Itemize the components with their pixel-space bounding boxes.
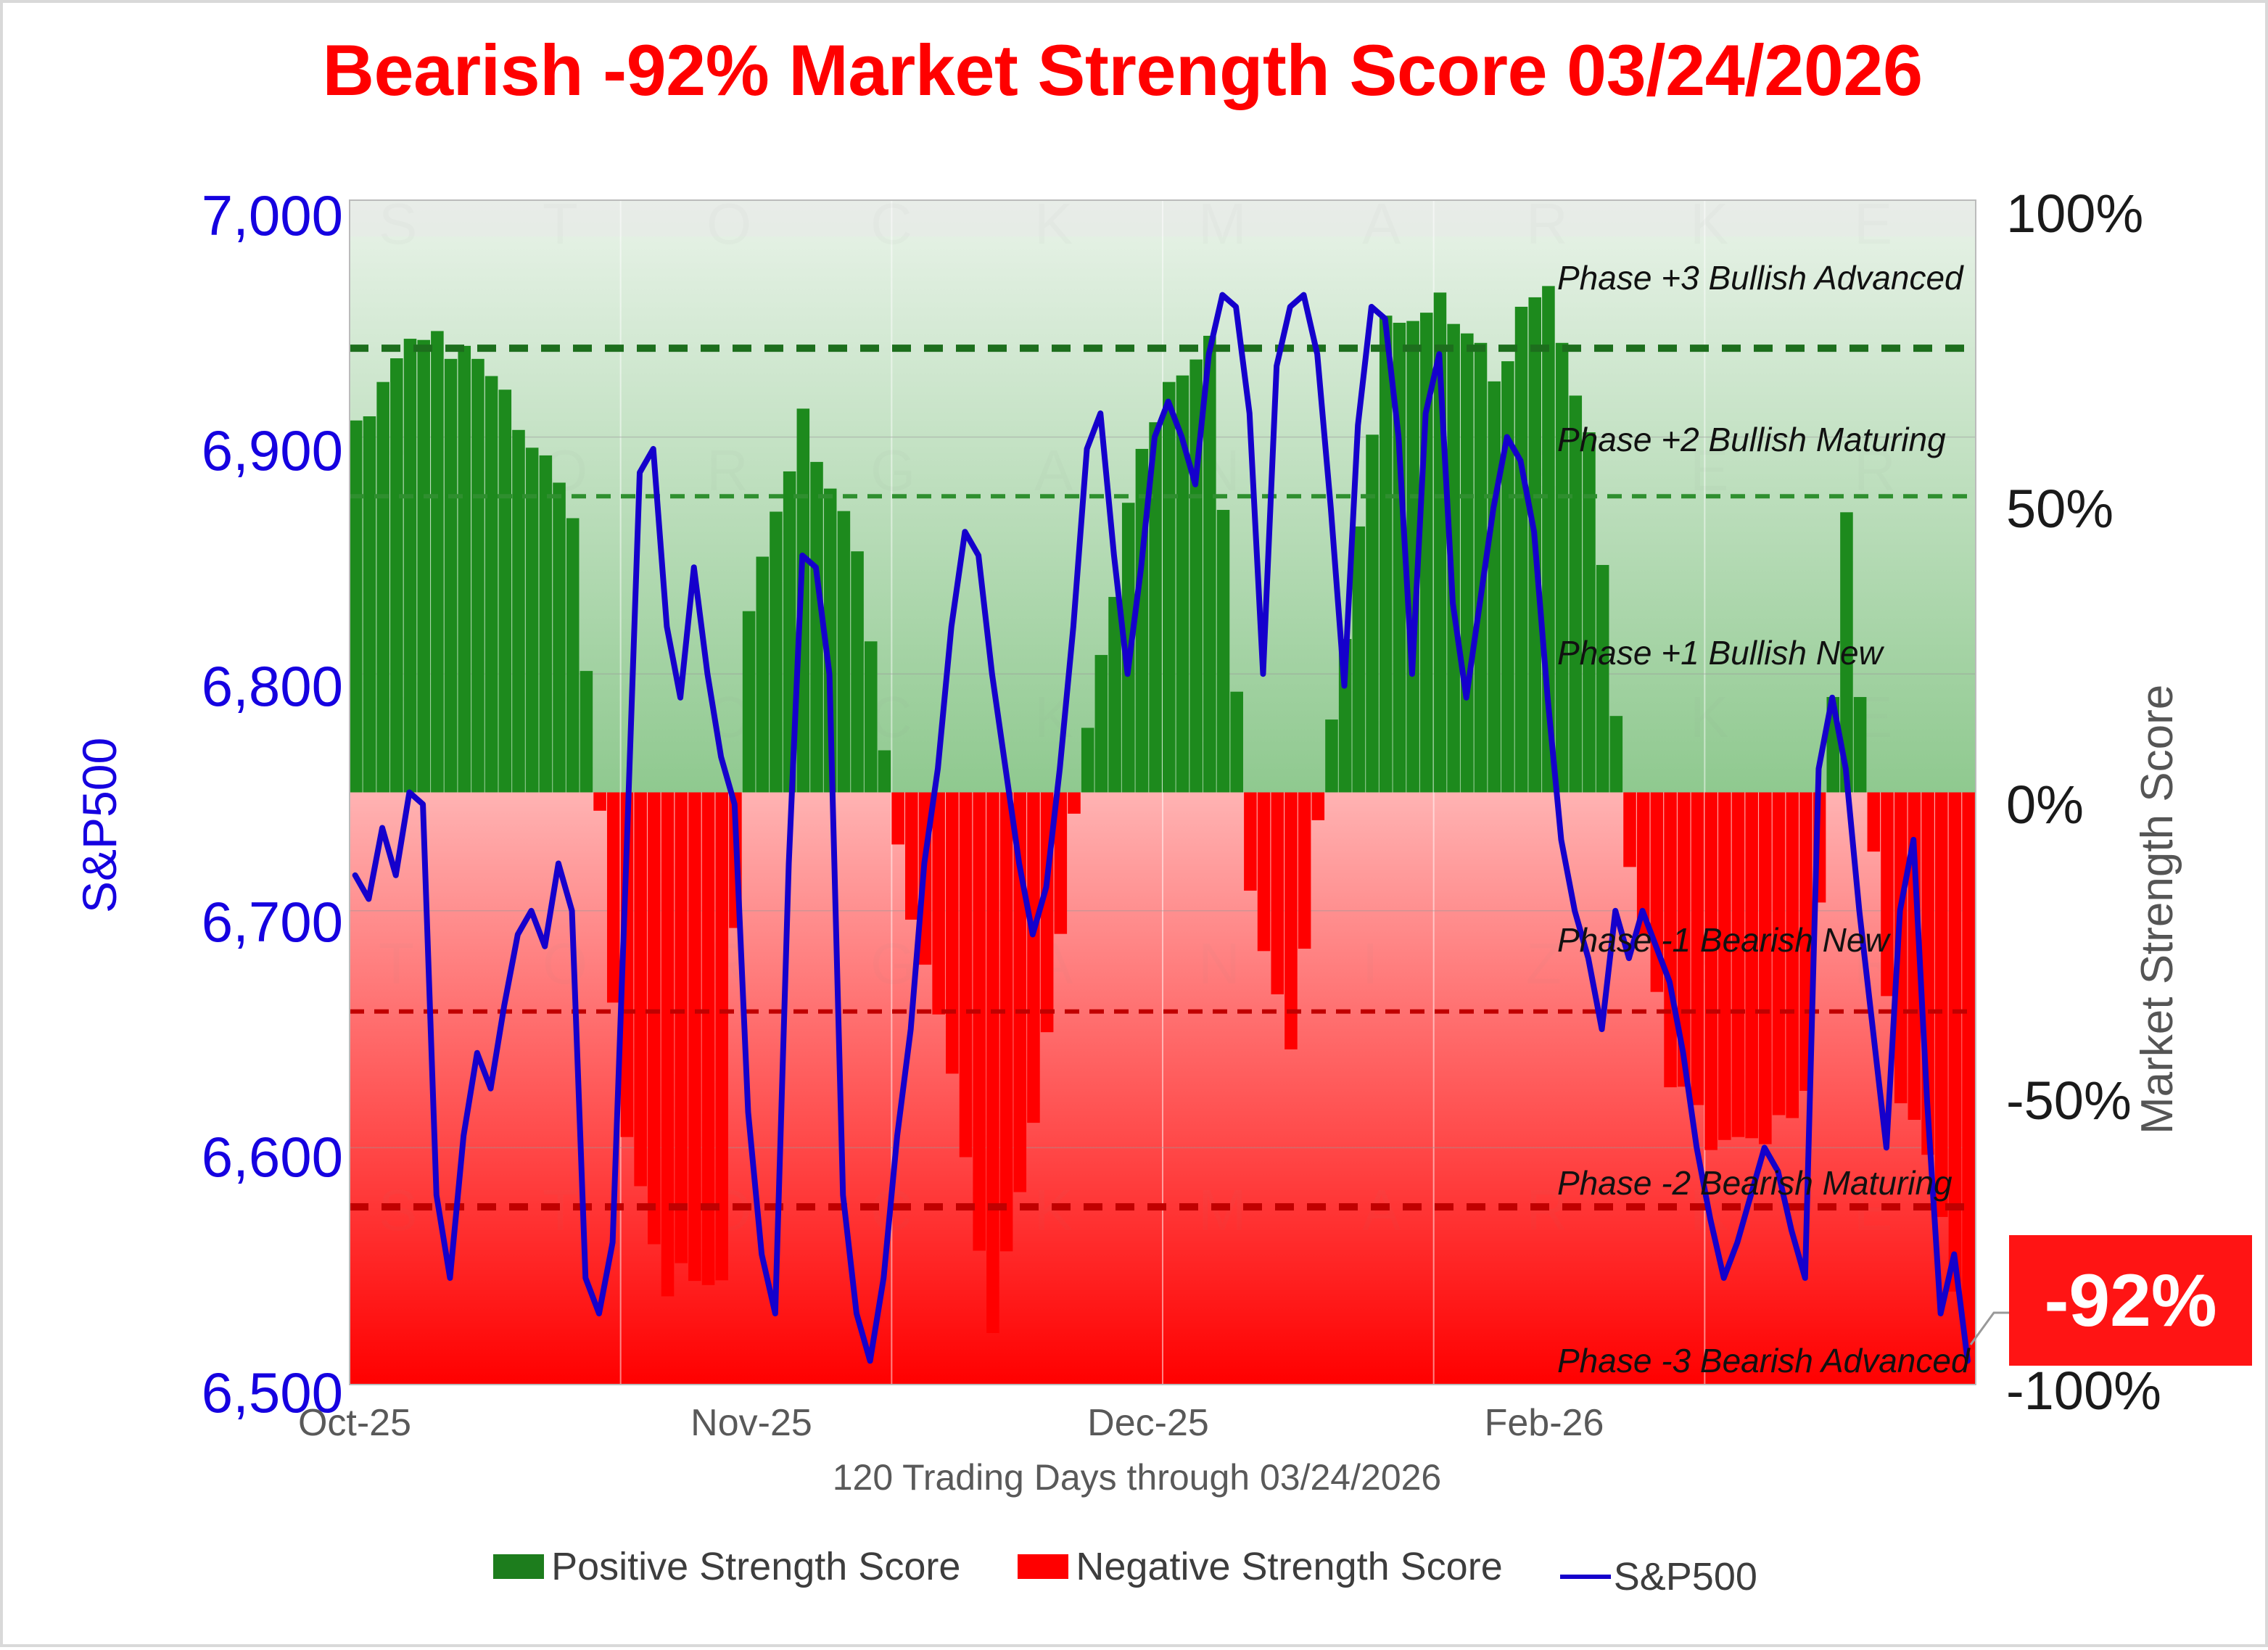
svg-text:G: G: [870, 438, 915, 503]
svg-text:E: E: [1854, 191, 1892, 256]
svg-text:M: M: [1198, 191, 1247, 256]
svg-text:R: R: [706, 438, 749, 503]
svg-text:K: K: [1690, 685, 1728, 749]
svg-text:K: K: [1690, 191, 1728, 256]
svg-text:K: K: [1034, 191, 1073, 256]
svg-text:I: I: [1362, 931, 1378, 996]
svg-text:Phase -2 Bearish Maturing: Phase -2 Bearish Maturing: [1557, 1164, 1952, 1202]
svg-text:O: O: [706, 191, 751, 256]
svg-text:O: O: [543, 931, 587, 996]
svg-text:Phase -3 Bearish Advanced: Phase -3 Bearish Advanced: [1557, 1342, 1971, 1379]
svg-text:Phase +3 Bullish Advanced: Phase +3 Bullish Advanced: [1557, 259, 1964, 297]
svg-text:A: A: [1034, 931, 1073, 996]
svg-text:T: T: [543, 191, 578, 256]
svg-text:Z: Z: [1526, 931, 1562, 996]
svg-text:Phase +1 Bullish New: Phase +1 Bullish New: [1557, 634, 1885, 672]
svg-text:A: A: [1034, 438, 1073, 503]
svg-text:C: C: [870, 191, 912, 256]
svg-text:R: R: [1526, 191, 1568, 256]
svg-text:A: A: [1362, 191, 1401, 256]
svg-text:T: T: [379, 931, 414, 996]
svg-text:S: S: [379, 191, 417, 256]
svg-text:Phase -1 Bearish New: Phase -1 Bearish New: [1557, 921, 1891, 959]
svg-text:G: G: [870, 931, 915, 996]
svg-text:N: N: [1198, 931, 1240, 996]
svg-text:Phase +2 Bullish Maturing: Phase +2 Bullish Maturing: [1557, 421, 1946, 458]
